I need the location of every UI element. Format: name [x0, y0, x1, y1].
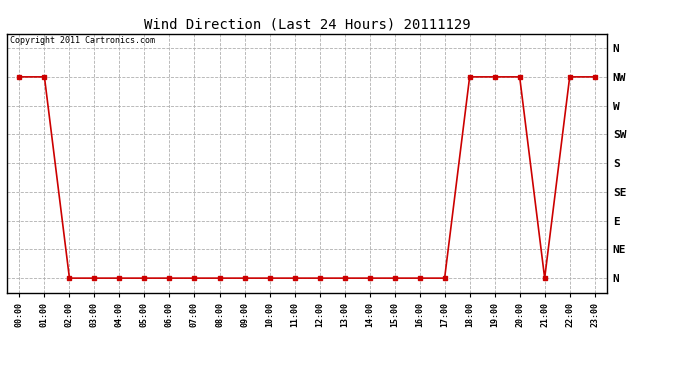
Text: Copyright 2011 Cartronics.com: Copyright 2011 Cartronics.com: [10, 36, 155, 45]
Title: Wind Direction (Last 24 Hours) 20111129: Wind Direction (Last 24 Hours) 20111129: [144, 17, 471, 31]
